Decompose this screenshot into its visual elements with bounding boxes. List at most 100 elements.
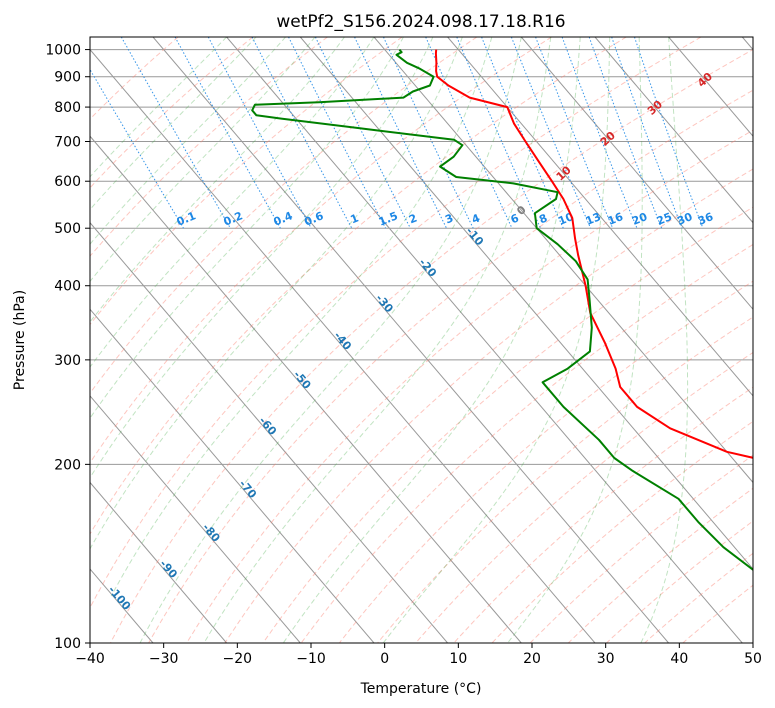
dry-adiabat-line: [110, 49, 753, 643]
isotherm-label: -80: [200, 521, 223, 545]
x-tick-label: 10: [449, 651, 467, 667]
y-axis-label: Pressure (hPa): [12, 290, 28, 390]
y-tick-label: 800: [54, 100, 81, 116]
mixing-ratio-line: [634, 37, 704, 229]
isotherm-line: [226, 37, 743, 643]
dry-adiabat-line: [90, 37, 328, 257]
moist-adiabat-line: [110, 37, 493, 597]
mixing-ratio-line: [288, 37, 387, 229]
moist-adiabat-line: [90, 37, 463, 550]
x-tick-label: −40: [75, 651, 105, 667]
mixing-ratio-line: [174, 37, 281, 229]
moist-adiabat-line: [203, 37, 552, 643]
mixing-ratio-line: [588, 37, 663, 229]
mixing-ratio-line: [383, 37, 474, 229]
mixing-ratio-label: 8: [537, 212, 549, 227]
mixing-ratio-line: [456, 37, 542, 229]
y-tick-label: 600: [54, 174, 81, 190]
dry-adiabat-line: [90, 37, 254, 189]
dry-adiabat-label: 10: [554, 163, 574, 183]
y-tick-label: 300: [54, 353, 81, 369]
isotherm-line: [90, 395, 301, 643]
moist-adiabat-line: [90, 37, 345, 323]
moist-adiabats: [90, 37, 689, 643]
y-tick-label: 100: [54, 636, 81, 652]
mixing-ratio-label: 1: [349, 212, 361, 227]
moist-adiabat-line: [640, 37, 689, 643]
moist-adiabat-line: [507, 37, 643, 643]
reference-line-labels: -100-90-80-70-60-50-40-30-20-10010203040…: [105, 70, 715, 613]
isotherm-line: [594, 37, 753, 224]
moist-adiabat-line: [90, 37, 316, 283]
y-tick-label: 1000: [45, 43, 81, 59]
moist-adiabat-line: [282, 37, 581, 643]
mixing-ratio-lines: [90, 37, 704, 229]
isotherm-line: [90, 481, 227, 643]
dry-adiabat-line: [90, 37, 552, 464]
dry-adiabat-line: [148, 89, 753, 643]
mixing-ratio-line: [481, 37, 564, 229]
y-tick-label: 900: [54, 70, 81, 86]
mixing-ratio-label: 13: [584, 210, 603, 228]
x-tick-label: 40: [670, 651, 688, 667]
isotherm-line: [90, 308, 375, 643]
dry-adiabat-line: [529, 454, 753, 643]
isotherm-label: -20: [416, 256, 439, 280]
mixing-ratio-label: 30: [675, 210, 694, 228]
isotherm-lines: [0, 37, 753, 643]
dry-adiabats: [90, 37, 753, 643]
dewpoint-profile-line: [251, 48, 753, 572]
x-tick-label: 0: [380, 651, 389, 667]
dry-adiabat-line: [90, 37, 702, 609]
isotherm-line: [90, 48, 596, 643]
moist-adiabat-line: [382, 37, 611, 643]
mixing-ratio-line: [314, 37, 411, 229]
mixing-ratio-label: 0.1: [175, 209, 198, 228]
mixing-ratio-label: 16: [606, 210, 625, 228]
y-tick-label: 200: [54, 457, 81, 473]
y-tick-label: 500: [54, 221, 81, 237]
dry-adiabat-line: [377, 316, 753, 643]
dry-adiabat-line: [453, 386, 753, 643]
dry-adiabat-line: [644, 552, 753, 643]
isotherm-line: [90, 135, 522, 643]
x-tick-label: −10: [296, 651, 326, 667]
mixing-ratio-line: [90, 68, 184, 229]
isotherm-line: [0, 37, 6, 643]
isotherm-label: -40: [331, 329, 354, 353]
dry-adiabat-line: [606, 520, 753, 643]
mixing-ratio-label: 25: [655, 210, 674, 228]
isotherm-line: [152, 37, 669, 643]
isotherm-line: [90, 221, 448, 643]
x-axis-ticks: −40 −30 −20 −10 0 10 20 30 40 50: [75, 643, 762, 667]
pressure-gridlines: [90, 49, 753, 643]
mixing-ratio-line: [510, 37, 592, 229]
mixing-ratio-label: 0.4: [272, 209, 295, 228]
dry-adiabat-line: [491, 420, 753, 643]
dry-adiabat-line: [90, 37, 627, 535]
profile-series: [251, 48, 753, 572]
x-tick-label: 20: [523, 651, 541, 667]
isotherm-label: -90: [157, 557, 180, 581]
dry-adiabat-line: [224, 168, 753, 643]
mixing-ratio-label: 20: [630, 210, 649, 228]
dry-adiabat-line: [186, 129, 753, 643]
isotherm-label: -60: [256, 414, 279, 438]
mixing-ratio-label: 0.6: [302, 209, 325, 228]
moist-adiabat-line: [90, 37, 375, 368]
temperature-profile-line: [434, 49, 753, 459]
isotherm-line: [520, 37, 753, 311]
x-tick-label: −20: [223, 651, 253, 667]
x-axis-label: Temperature (°C): [360, 681, 482, 697]
moist-adiabat-line: [139, 37, 522, 643]
mixing-ratio-line: [207, 37, 312, 229]
y-axis-ticks: 1000 900 800 700 600 500 400 300 200 100: [45, 43, 90, 652]
mixing-ratio-line: [120, 37, 231, 229]
mixing-ratio-line: [535, 37, 614, 229]
isotherm-label: -50: [291, 368, 314, 392]
chart-title: wetPf2_S156.2024.098.17.18.R16: [276, 12, 565, 32]
moist-adiabat-line: [90, 37, 404, 420]
dry-adiabat-line: [338, 280, 753, 643]
moist-adiabat-line: [90, 37, 434, 479]
